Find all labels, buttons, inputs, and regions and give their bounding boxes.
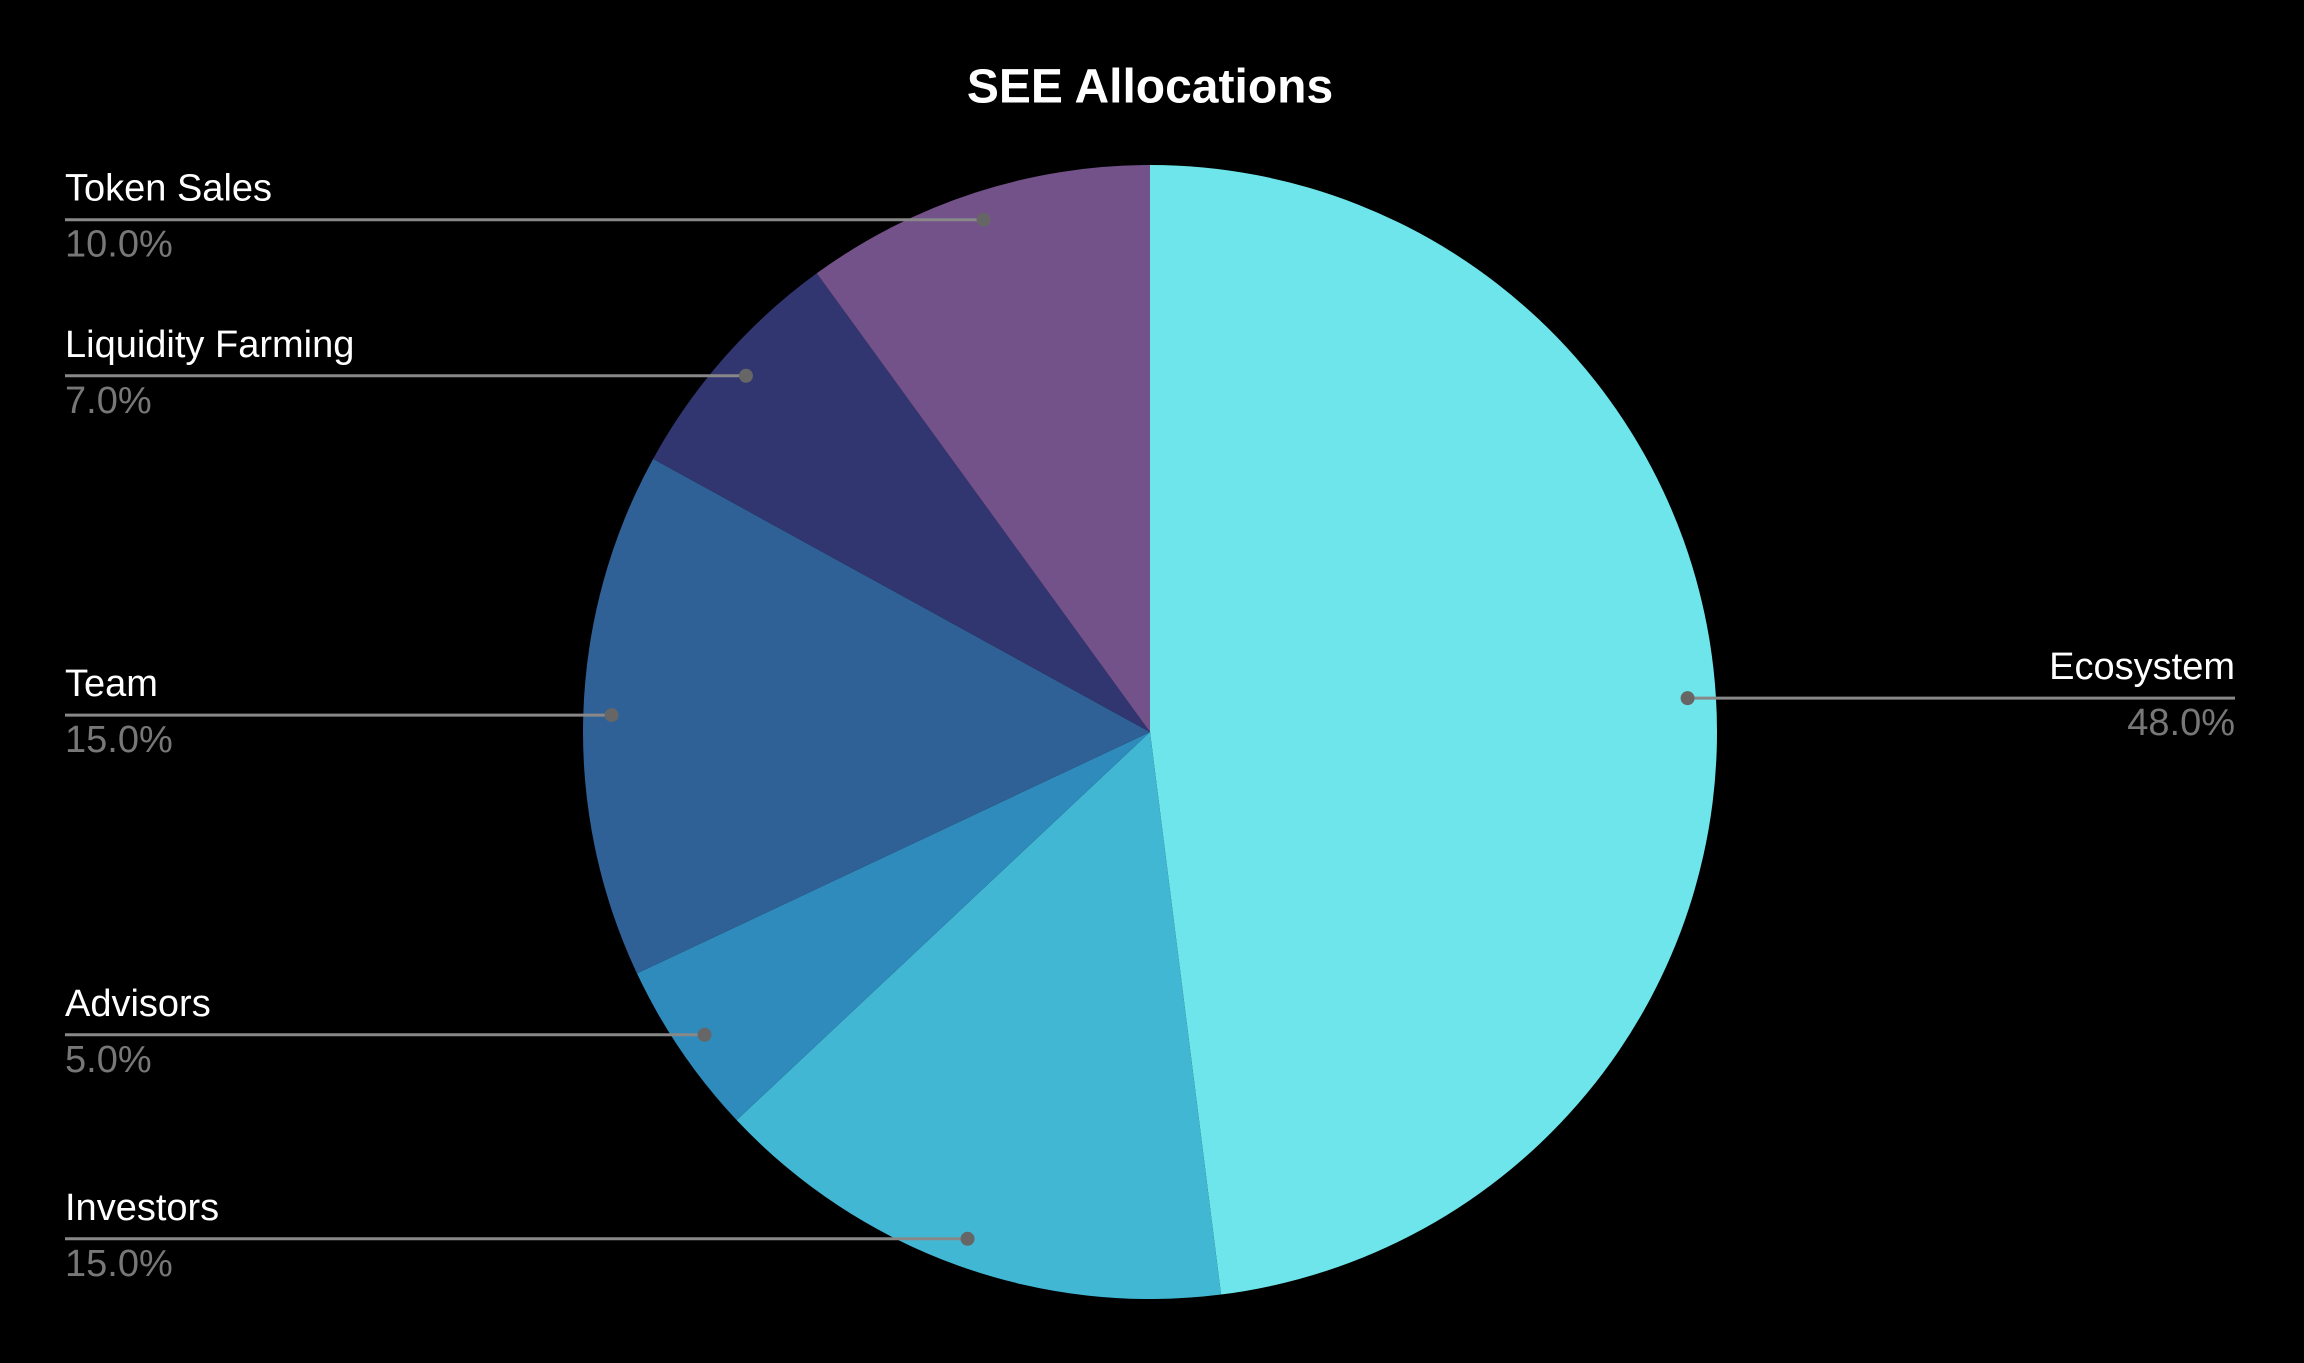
slice-label: Liquidity Farming	[65, 324, 354, 366]
pie-slice	[636, 732, 1150, 1121]
pie-slice	[583, 458, 1150, 974]
leader-dot	[1680, 691, 1695, 706]
leader-dot	[960, 1231, 975, 1246]
pie-slice	[736, 732, 1222, 1299]
leader-dot	[976, 212, 991, 227]
leader-dot	[697, 1027, 712, 1042]
leader-dot	[738, 368, 753, 383]
slice-value-label: 10.0%	[65, 224, 173, 266]
slice-label: Team	[65, 663, 158, 705]
slice-value-label: 5.0%	[65, 1039, 152, 1081]
leader-dot	[604, 708, 619, 723]
slice-label: Advisors	[65, 983, 211, 1025]
chart-title: SEE Allocations	[967, 61, 1333, 114]
pie-slice	[1150, 165, 1717, 1295]
slice-label: Ecosystem	[2049, 646, 2235, 688]
slice-value-label: 48.0%	[2127, 702, 2235, 744]
pie-slice	[816, 165, 1150, 732]
slice-label: Investors	[65, 1187, 219, 1229]
slice-value-label: 15.0%	[65, 719, 173, 761]
pie-slice	[653, 273, 1150, 732]
slice-label: Token Sales	[65, 168, 272, 210]
slice-value-label: 7.0%	[65, 380, 152, 422]
slice-value-label: 15.0%	[65, 1243, 173, 1285]
